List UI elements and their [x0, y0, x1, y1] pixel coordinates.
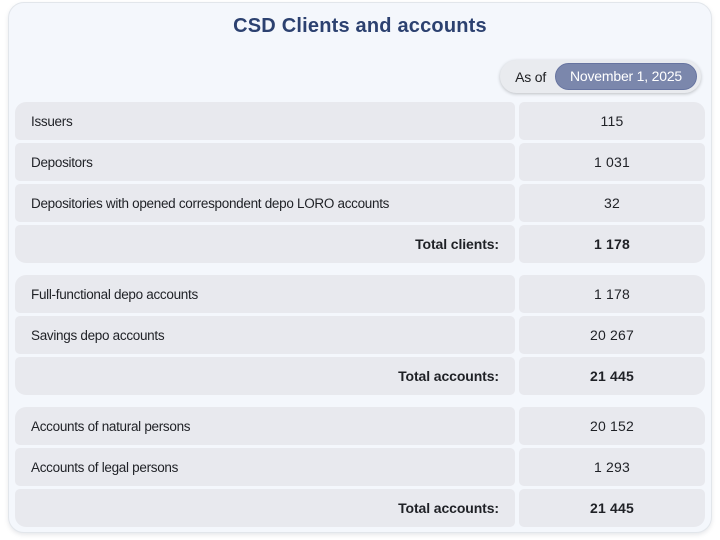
- row-value: 20 152: [519, 407, 705, 445]
- as-of-date-control[interactable]: As of November 1, 2025: [500, 60, 701, 93]
- row-value: 1 178: [519, 225, 705, 263]
- table-section: Issuers 115 Depositors 1 031 Depositorie…: [15, 102, 705, 263]
- table-section: Accounts of natural persons 20 152 Accou…: [15, 407, 705, 527]
- row-label: Total accounts:: [15, 357, 515, 395]
- row-label: Depositors: [15, 143, 515, 181]
- table-row: Issuers 115: [15, 102, 705, 140]
- row-value: 1 293: [519, 448, 705, 486]
- row-label: Total clients:: [15, 225, 515, 263]
- table-row: Accounts of natural persons 20 152: [15, 407, 705, 445]
- row-label: Savings depo accounts: [15, 316, 515, 354]
- table-row: Accounts of legal persons 1 293: [15, 448, 705, 486]
- row-value: 32: [519, 184, 705, 222]
- date-selector-pill[interactable]: November 1, 2025: [555, 63, 697, 90]
- row-label: Accounts of natural persons: [15, 407, 515, 445]
- row-value: 21 445: [519, 489, 705, 527]
- row-label: Issuers: [15, 102, 515, 140]
- table-row: Full-functional depo accounts 1 178: [15, 275, 705, 313]
- table-row: Total accounts: 21 445: [15, 489, 705, 527]
- as-of-row: As of November 1, 2025: [9, 60, 711, 93]
- table-row: Total accounts: 21 445: [15, 357, 705, 395]
- row-value: 20 267: [519, 316, 705, 354]
- table-row: Depositors 1 031: [15, 143, 705, 181]
- row-value: 1 178: [519, 275, 705, 313]
- as-of-label: As of: [515, 68, 547, 85]
- stats-table: Issuers 115 Depositors 1 031 Depositorie…: [9, 102, 711, 527]
- row-value: 1 031: [519, 143, 705, 181]
- row-label: Depositories with opened correspondent d…: [15, 184, 515, 222]
- row-value: 115: [519, 102, 705, 140]
- table-row: Depositories with opened correspondent d…: [15, 184, 705, 222]
- row-label: Total accounts:: [15, 489, 515, 527]
- table-row: Savings depo accounts 20 267: [15, 316, 705, 354]
- row-value: 21 445: [519, 357, 705, 395]
- table-section: Full-functional depo accounts 1 178 Savi…: [15, 275, 705, 395]
- row-label: Full-functional depo accounts: [15, 275, 515, 313]
- page-title: CSD Clients and accounts: [233, 15, 487, 37]
- row-label: Accounts of legal persons: [15, 448, 515, 486]
- csd-stats-card: CSD Clients and accounts As of November …: [8, 2, 712, 533]
- table-row: Total clients: 1 178: [15, 225, 705, 263]
